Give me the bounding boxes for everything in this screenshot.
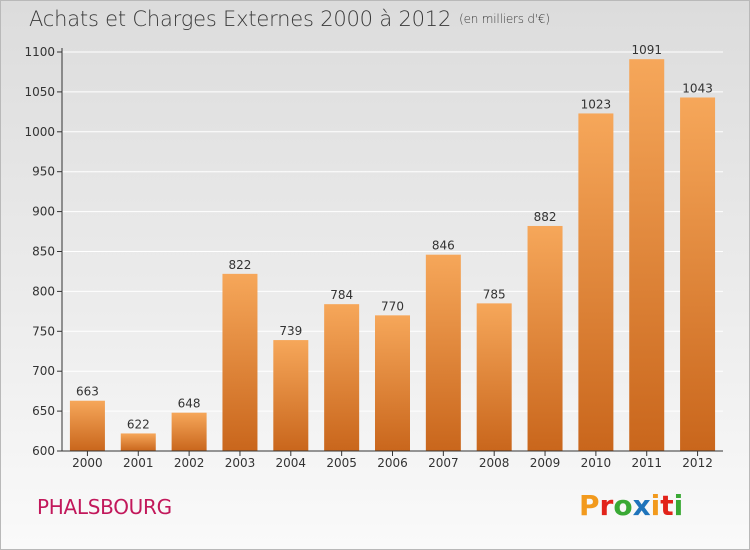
y-tick-label: 1000 [24,125,55,139]
bar [680,97,716,452]
x-tick-label: 2005 [326,456,357,470]
x-tick-label: 2007 [428,456,459,470]
x-tick-label: 2003 [225,456,256,470]
logo-letter: x [632,489,651,522]
data-label: 846 [432,239,455,253]
y-tick-label: 1100 [24,45,55,59]
x-tick-label: 2002 [174,456,205,470]
x-tick-label: 2004 [276,456,307,470]
data-label: 739 [279,324,302,338]
x-tick-label: 2010 [581,456,612,470]
bar [171,412,207,451]
logo-letter: r [599,489,614,522]
data-label: 1091 [631,43,662,57]
data-label: 1043 [682,81,713,95]
x-tick-label: 2000 [72,456,103,470]
x-tick-label: 2012 [682,456,713,470]
y-tick-label: 800 [32,284,55,298]
bar [222,273,258,451]
x-tick-label: 2001 [123,456,154,470]
y-tick-label: 750 [32,324,55,338]
y-tick-label: 900 [32,205,55,219]
data-label: 882 [534,210,557,224]
logo-letter: o [613,489,633,522]
data-label: 770 [381,299,404,313]
data-label: 663 [76,385,99,399]
data-label: 648 [178,397,201,411]
bar [629,59,665,451]
data-label: 784 [330,288,353,302]
y-tick-label: 700 [32,364,55,378]
data-label: 822 [229,258,252,272]
y-tick-label: 1050 [24,85,55,99]
bar [69,400,105,451]
bar [425,254,461,451]
commune-name: PHALSBOURG [37,495,172,519]
data-label: 1023 [581,97,612,111]
bars [69,59,716,452]
bar [324,304,360,451]
bar [273,340,309,451]
x-tick-label: 2009 [530,456,561,470]
axes [57,48,723,456]
y-tick-label: 850 [32,245,55,259]
x-tick-label: 2011 [631,456,662,470]
bar [527,225,563,451]
proxiti-logo: Proxiti [579,489,683,522]
chart-title: Achats et Charges Externes 2000 à 2012 (e… [29,7,550,31]
bar [375,315,410,451]
data-label: 622 [127,417,150,431]
y-tick-label: 950 [32,165,55,179]
logo-letter: P [579,489,600,522]
y-tick-label: 650 [32,404,55,418]
data-label: 785 [483,287,506,301]
logo-letter: i [673,489,684,522]
y-tick-label: 600 [32,444,55,458]
x-tick-label: 2006 [377,456,408,470]
bar [120,433,156,451]
bar [578,113,614,452]
chart-title-text: Achats et Charges Externes 2000 à 2012 [29,7,452,31]
logo-letter: i [650,489,661,522]
logo-letter: t [660,489,674,522]
chart-subtitle: (en milliers d'€) [459,12,550,26]
labels: 600 650 700 750 800 850 900 950 1000 1050 1100 663 2… [24,43,712,470]
x-tick-label: 2008 [479,456,510,470]
bar [476,303,512,451]
